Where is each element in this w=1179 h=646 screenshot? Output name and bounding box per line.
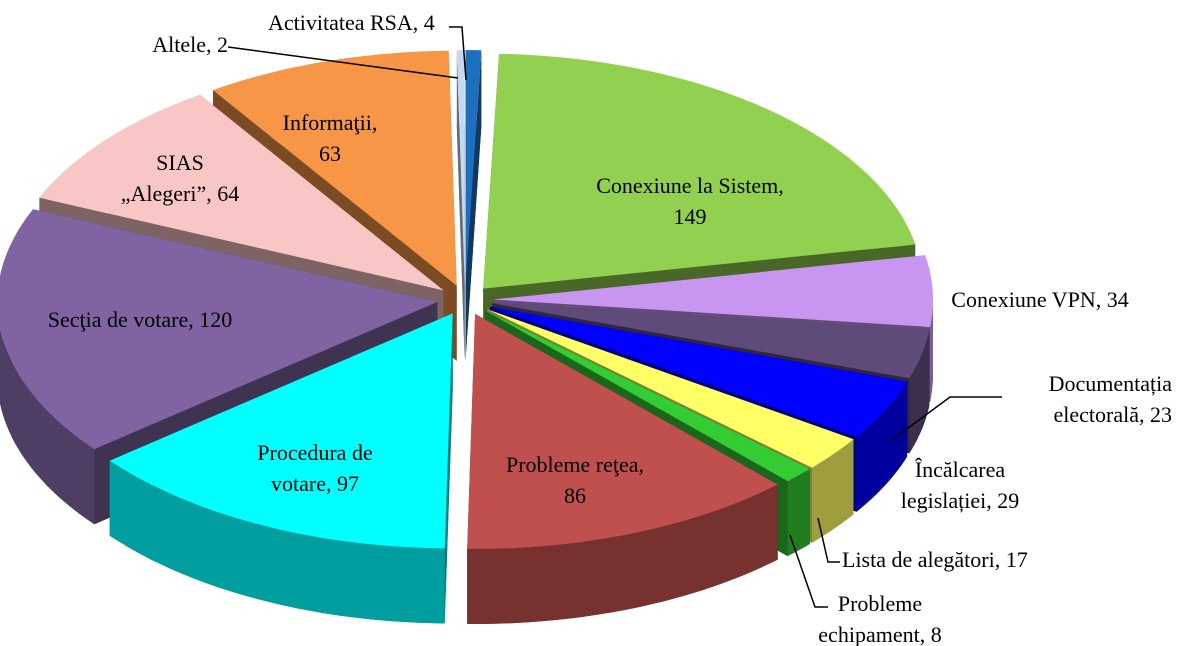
slice-top [483,53,916,289]
leader-line [891,396,1002,441]
leader-line [817,517,840,563]
data-label: Informaţii, 63 [283,110,378,166]
slice-top [465,50,482,285]
slice-top [492,303,930,379]
data-label: Procedura de votare, 97 [257,440,372,496]
slice [109,313,453,624]
data-label: SIAS „Alegeri”, 64 [121,150,240,206]
slice-wall [787,469,810,557]
data-label: Altele, 2 [152,32,228,57]
data-label: Probleme reţea, 86 [506,452,644,508]
slice-wall [930,299,933,402]
slice-top [487,309,854,468]
slice [467,313,778,624]
data-label: Lista de alegători, 17 [842,547,1028,572]
slice-top [456,50,465,285]
slice-wall [856,381,908,512]
slice-top [493,255,933,327]
slice-top [467,313,778,549]
data-label: Încălcarea legislației, 29 [901,457,1020,513]
slice [465,50,482,360]
slice-wall [467,484,778,624]
slice-top [109,313,453,549]
data-label: Activitatea RSA, 4 [268,10,435,35]
data-label: Conexiune VPN, 34 [951,287,1128,312]
data-label: Secţia de votare, 120 [48,307,233,332]
slice-side [465,50,482,360]
slice-top [490,306,908,437]
slice-wall [109,460,445,624]
slice-side [444,313,453,624]
data-label: Documentația electorală, 23 [1049,371,1173,427]
slice-top [39,94,444,291]
leader-line [449,26,467,81]
slice-wall [811,439,854,543]
leader-line [227,46,459,79]
slice-wall [0,328,95,525]
data-label: Conexiune la Sistem, 149 [596,173,784,229]
data-label: Probleme echipament, 8 [818,591,941,646]
slice-top [485,310,810,482]
slice [456,50,465,360]
slice-top [0,209,438,450]
slice-top [213,50,457,286]
leader-line [789,534,828,608]
slice-side [456,50,465,360]
